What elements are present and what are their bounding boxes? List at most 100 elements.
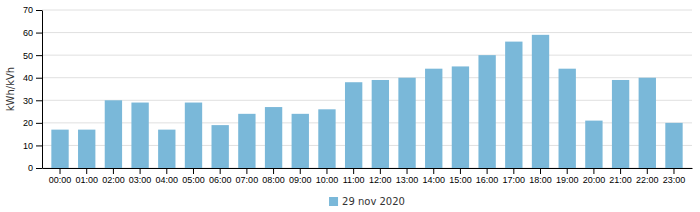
x-tick: 17:00 <box>503 168 526 185</box>
x-tick: 08:00 <box>262 168 285 185</box>
x-tick-label: 06:00 <box>209 175 232 185</box>
grid-line <box>42 32 692 33</box>
x-tick-label: 13:00 <box>396 175 419 185</box>
x-tick-mark <box>60 168 61 174</box>
bar <box>185 103 202 168</box>
x-tick: 16:00 <box>476 168 499 185</box>
bar <box>131 103 148 168</box>
bar <box>559 69 576 168</box>
y-tick: 0 <box>28 163 42 173</box>
x-tick: 02:00 <box>102 168 125 185</box>
x-tick-mark <box>300 168 301 174</box>
bar <box>639 78 656 168</box>
x-tick: 13:00 <box>396 168 419 185</box>
x-tick: 23:00 <box>663 168 686 185</box>
bar <box>265 107 282 168</box>
bar <box>345 82 362 168</box>
y-tick-mark <box>36 100 42 101</box>
y-tick-mark <box>36 78 42 79</box>
legend-label: 29 nov 2020 <box>342 196 405 207</box>
bar <box>585 121 602 168</box>
x-tick-label: 07:00 <box>236 175 259 185</box>
x-tick-label: 01:00 <box>75 175 98 185</box>
bar <box>505 42 522 168</box>
bar <box>105 100 122 168</box>
x-tick-label: 22:00 <box>636 175 659 185</box>
x-tick-mark <box>513 168 514 174</box>
x-tick-label: 20:00 <box>583 175 606 185</box>
x-tick-label: 04:00 <box>156 175 179 185</box>
grid-line <box>42 10 692 11</box>
x-tick: 01:00 <box>75 168 98 185</box>
x-tick-mark <box>140 168 141 174</box>
y-tick-label: 0 <box>28 163 33 173</box>
legend-swatch <box>329 197 338 206</box>
bar <box>238 114 255 168</box>
bar <box>612 80 629 168</box>
x-tick-label: 14:00 <box>422 175 445 185</box>
y-axis-title: kWh/kVh <box>5 67 16 111</box>
x-tick-label: 11:00 <box>343 175 365 185</box>
y-tick-mark <box>36 33 42 34</box>
y-tick-label: 50 <box>23 51 33 61</box>
x-tick: 05:00 <box>182 168 205 185</box>
x-tick-mark <box>193 168 194 174</box>
x-tick-label: 21:00 <box>609 175 632 185</box>
y-tick-label: 40 <box>23 73 33 83</box>
x-tick-mark <box>620 168 621 174</box>
x-tick-label: 08:00 <box>262 175 285 185</box>
bar <box>51 130 68 168</box>
x-tick: 21:00 <box>609 168 632 185</box>
x-tick-label: 00:00 <box>49 175 72 185</box>
x-tick: 14:00 <box>422 168 445 185</box>
bar <box>78 130 95 168</box>
x-tick: 10:00 <box>316 168 339 185</box>
x-tick-label: 23:00 <box>663 175 686 185</box>
grid-line <box>42 77 692 78</box>
x-tick-mark <box>380 168 381 174</box>
y-tick-mark <box>36 145 42 146</box>
x-tick-label: 03:00 <box>129 175 152 185</box>
y-tick-label: 70 <box>23 5 33 15</box>
x-tick: 00:00 <box>49 168 72 185</box>
y-tick: 20 <box>23 118 42 128</box>
x-tick: 18:00 <box>529 168 552 185</box>
y-tick: 30 <box>23 96 42 106</box>
bar <box>212 125 229 168</box>
y-tick-label: 60 <box>23 28 33 38</box>
y-tick: 10 <box>23 141 42 151</box>
legend: 29 nov 2020 <box>329 196 405 207</box>
x-tick-mark <box>326 168 327 174</box>
x-tick: 09:00 <box>289 168 312 185</box>
bar <box>665 123 682 168</box>
x-tick-mark <box>540 168 541 174</box>
y-tick-mark <box>36 10 42 11</box>
x-tick: 20:00 <box>583 168 606 185</box>
bar <box>452 66 469 168</box>
y-tick-label: 30 <box>23 96 33 106</box>
x-tick-mark <box>567 168 568 174</box>
x-axis: 00:0001:00 02:00 03:00 04:0005:00 06:00 07:00… <box>43 168 693 185</box>
grid <box>42 10 692 168</box>
x-tick-label: 02:00 <box>102 175 125 185</box>
x-tick-mark <box>593 168 594 174</box>
x-tick-label: 19:00 <box>556 175 579 185</box>
y-tick: 40 <box>23 73 42 83</box>
chart: 00:0001:00 02:00 03:00 04:0005:00 06:00 07:00… <box>0 0 700 212</box>
bar <box>398 78 415 168</box>
x-tick-mark <box>433 168 434 174</box>
x-tick-label: 15:00 <box>449 175 472 185</box>
bar <box>372 80 389 168</box>
x-tick-mark <box>246 168 247 174</box>
y-axis-line <box>42 11 43 169</box>
x-tick-mark <box>220 168 221 174</box>
y-tick: 60 <box>23 28 42 38</box>
x-tick: 07:00 <box>236 168 259 185</box>
bar <box>292 114 309 168</box>
y-tick: 70 <box>23 5 42 15</box>
x-tick-mark <box>113 168 114 174</box>
x-tick-label: 17:00 <box>503 175 526 185</box>
bar <box>478 55 495 168</box>
legend-item: 29 nov 2020 <box>329 196 405 207</box>
x-tick: 15:00 <box>449 168 472 185</box>
